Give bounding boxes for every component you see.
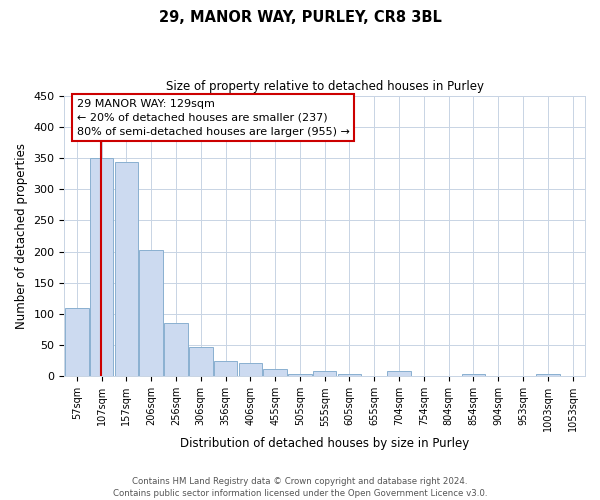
Text: 29, MANOR WAY, PURLEY, CR8 3BL: 29, MANOR WAY, PURLEY, CR8 3BL [158,10,442,25]
Title: Size of property relative to detached houses in Purley: Size of property relative to detached ho… [166,80,484,93]
X-axis label: Distribution of detached houses by size in Purley: Distribution of detached houses by size … [180,437,469,450]
Bar [338,374,361,376]
Bar [461,374,485,376]
Bar [65,308,89,376]
Bar [239,362,262,376]
Bar [189,347,212,376]
Bar [90,158,113,376]
Bar [115,162,138,376]
Bar [263,369,287,376]
Y-axis label: Number of detached properties: Number of detached properties [15,143,28,329]
Bar [313,372,337,376]
Bar [164,324,188,376]
Text: Contains HM Land Registry data © Crown copyright and database right 2024.
Contai: Contains HM Land Registry data © Crown c… [113,476,487,498]
Bar [139,250,163,376]
Text: 29 MANOR WAY: 129sqm
← 20% of detached houses are smaller (237)
80% of semi-deta: 29 MANOR WAY: 129sqm ← 20% of detached h… [77,98,350,136]
Bar [214,360,238,376]
Bar [536,374,560,376]
Bar [387,372,411,376]
Bar [288,374,311,376]
